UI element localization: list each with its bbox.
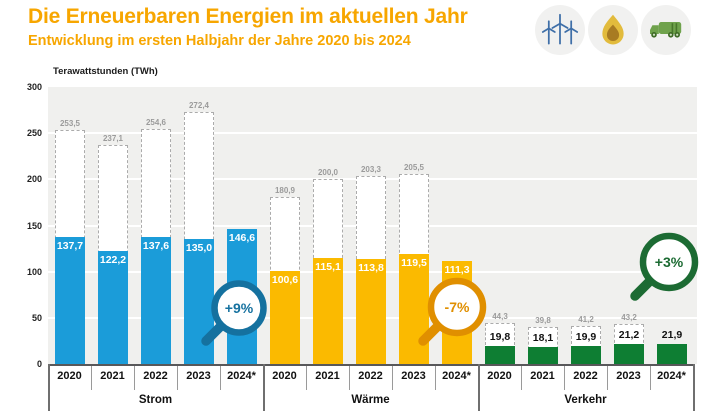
group-divider: [693, 364, 695, 411]
dashed-bar-value: 254,6: [145, 117, 167, 127]
year-divider: [306, 366, 307, 390]
magnifier-text-strom: +9%: [225, 300, 254, 316]
year-label-Strom-2020: 2020: [57, 370, 82, 382]
plot-area: 253,5 137,7 237,1 122,2 254,6 137,6 272,4 135,0…: [48, 87, 697, 364]
bar-Verkehr-2024*: [657, 343, 687, 364]
bar-value: 113,8: [358, 261, 384, 274]
year-label-Verkehr-2020: 2020: [487, 370, 512, 382]
sector-label-Wärme: Wärme: [351, 394, 390, 406]
year-divider: [177, 366, 178, 390]
year-label-Strom-2024*: 2024*: [227, 370, 256, 382]
year-label-Strom-2023: 2023: [186, 370, 211, 382]
year-divider: [607, 366, 608, 390]
page-subtitle: Entwicklung im ersten Halbjahr der Jahre…: [28, 33, 411, 49]
year-divider: [220, 366, 221, 390]
dashed-bar-value: 203,3: [360, 165, 382, 175]
year-label-Verkehr-2023: 2023: [616, 370, 641, 382]
y-tick-0: 0: [36, 359, 42, 369]
sector-label-Verkehr: Verkehr: [564, 394, 607, 406]
group-divider: [48, 364, 50, 411]
bar-Strom-2021: 122,2: [98, 251, 128, 364]
year-divider: [91, 366, 92, 390]
year-label-Verkehr-2022: 2022: [573, 370, 598, 382]
wind-turbines-icon: [535, 5, 585, 55]
gridline-250: [48, 132, 697, 135]
dashed-bar-value: 43,2: [621, 313, 637, 323]
page-title: Die Erneuerbaren Energien im aktuellen J…: [28, 5, 468, 28]
bar-value: 19,9: [575, 330, 597, 343]
year-divider: [134, 366, 135, 390]
bar-value: 146,6: [228, 231, 256, 244]
bar-value: 19,8: [489, 330, 511, 343]
bar-Verkehr-2022: [571, 345, 601, 364]
x-axis-line: [48, 364, 693, 366]
dashed-bar-value: 44,3: [492, 312, 508, 322]
dashed-bar-value: 237,1: [102, 134, 124, 144]
dashed-bar-value: 205,5: [403, 163, 425, 173]
bar-value: 21,9: [661, 328, 683, 341]
dashed-bar-value: 180,9: [274, 185, 296, 195]
year-divider: [349, 366, 350, 390]
bar-value: 137,7: [56, 239, 84, 252]
year-label-Wärme-2022: 2022: [358, 370, 383, 382]
bar-Verkehr-2020: [485, 345, 515, 364]
dashed-bar-value: 41,2: [578, 314, 594, 324]
magnifier-badge-strom: +9%: [201, 280, 267, 346]
bar-Wärme-2022: 113,8: [356, 258, 386, 364]
magnifier-text-verkehr: +3%: [655, 254, 684, 270]
year-divider: [650, 366, 651, 390]
bar-value: 18,1: [532, 332, 554, 345]
bar-value: 137,6: [142, 239, 170, 252]
bar-value: 119,5: [401, 256, 427, 269]
year-label-Verkehr-2021: 2021: [530, 370, 555, 382]
magnifier-text-waerme: -7%: [445, 299, 470, 315]
dashed-bar-value: 200,0: [317, 168, 339, 178]
group-divider: [263, 364, 265, 411]
y-tick-300: 300: [26, 82, 42, 92]
bar-Verkehr-2023: [614, 344, 644, 364]
bar-Wärme-2020: 100,6: [270, 271, 300, 364]
y-tick-100: 100: [26, 266, 42, 277]
magnifier-badge-verkehr: +3%: [630, 232, 699, 301]
bar-Verkehr-2021: [528, 347, 558, 364]
year-label-Verkehr-2024*: 2024*: [657, 370, 686, 382]
bar-value: 135,0: [185, 242, 213, 255]
y-tick-150: 150: [26, 220, 42, 231]
year-divider: [435, 366, 436, 390]
bar-value: 21,2: [618, 329, 640, 342]
truck-icon: [641, 5, 691, 55]
dashed-bar-value: 272,4: [188, 101, 210, 111]
x-axis-table: 2020 2021 2022 2023 2024* Strom 2020 2021 2022 20…: [0, 364, 721, 414]
year-divider: [392, 366, 393, 390]
year-divider: [521, 366, 522, 390]
bar-value: 115,1: [315, 260, 341, 273]
dashed-bar-value: 39,8: [535, 316, 551, 326]
bar-value: 100,6: [271, 274, 299, 287]
flame-icon: [588, 5, 638, 55]
group-divider: [478, 364, 480, 411]
y-tick-250: 250: [26, 128, 42, 139]
y-axis-unit-label: Terawattstunden (TWh): [53, 66, 158, 77]
year-label-Wärme-2023: 2023: [401, 370, 426, 382]
year-label-Wärme-2024*: 2024*: [442, 370, 471, 382]
magnifier-badge-waerme: -7%: [418, 277, 487, 346]
bar-Wärme-2021: 115,1: [313, 257, 343, 364]
y-tick-50: 50: [31, 312, 42, 323]
year-divider: [564, 366, 565, 390]
year-label-Strom-2022: 2022: [143, 370, 168, 382]
year-label-Strom-2021: 2021: [100, 370, 125, 382]
y-tick-200: 200: [26, 174, 42, 185]
bar-value: 111,3: [444, 264, 470, 277]
year-label-Wärme-2020: 2020: [272, 370, 297, 382]
dashed-bar-value: 253,5: [59, 118, 81, 128]
bar-Strom-2022: 137,6: [141, 236, 171, 364]
bar-value: 122,2: [99, 254, 127, 267]
bar-Strom-2020: 137,7: [55, 236, 85, 364]
sector-label-Strom: Strom: [138, 394, 173, 406]
year-label-Wärme-2021: 2021: [315, 370, 340, 382]
